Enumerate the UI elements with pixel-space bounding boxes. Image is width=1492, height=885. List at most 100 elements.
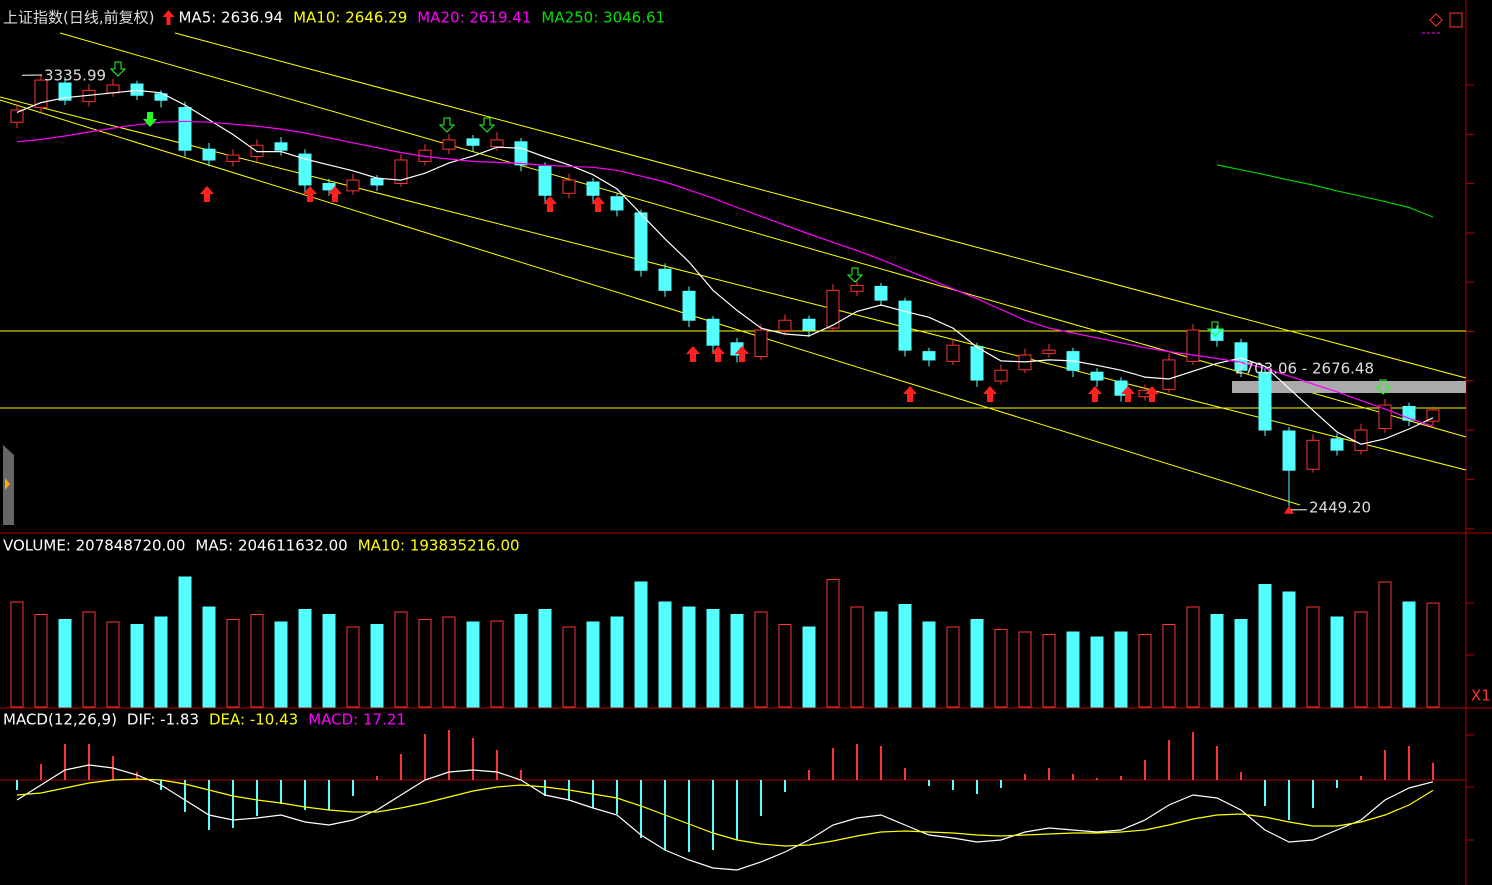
candle-body [442,139,456,150]
candle-body [34,79,48,109]
volume-bar [1114,631,1128,708]
buy-arrow [1121,386,1135,402]
sell-arrow [478,117,496,133]
buy-arrow [200,186,214,202]
annotation: 3335.99 [44,67,106,85]
candle-body [538,165,552,196]
candle-body [946,344,960,362]
buy-arrow [543,196,557,212]
header-label: DEA: -10.43 [209,711,298,729]
candle-body [586,181,600,196]
volume-bar [1258,584,1272,708]
volume-bar [922,621,936,708]
dea-line [16,778,1434,847]
annotation: 2449.20 [1309,498,1371,516]
header-label: MA250: 3046.61 [541,9,665,27]
ma-line [1216,164,1434,218]
candle-body [634,212,648,271]
candle-body [346,179,360,192]
candle-body [754,329,768,358]
candle-body [154,93,168,101]
dif-line [16,764,1434,871]
volume-bar [130,624,144,708]
sell-arrow [438,117,456,133]
volume-bar [1186,606,1200,708]
candle-body [922,351,936,361]
candle-body [1354,429,1368,452]
candle-body [490,139,504,148]
side-tab-arrow [5,478,10,490]
volume-bar [154,616,168,708]
candle-body [274,142,288,151]
candle-body [826,289,840,329]
volume-bar [370,624,384,708]
candle-body [778,319,792,332]
icon-window[interactable] [1449,12,1463,28]
header-label: MA20: 2619.41 [417,9,531,27]
candle-body [58,82,72,101]
candle-body [1186,329,1200,362]
sell-arrow [109,61,127,77]
volume-bar [346,626,360,708]
volume-bar [682,606,696,708]
sell-arrow [1206,321,1224,337]
candle-body [178,107,192,151]
candle-body [1306,439,1320,470]
volume-bar [1234,619,1248,708]
volume-bar [514,614,528,708]
sell-arrow [143,112,157,127]
volume-bar [58,619,72,708]
volume-bar [1402,601,1416,708]
candle-body [1042,349,1056,355]
candle-body [1282,430,1296,471]
buy-arrow [1088,386,1102,402]
candle-body [850,284,864,292]
volume-bar [778,624,792,708]
volume-bar [106,621,120,708]
volume-bar [730,614,744,708]
scale-label: X1 [1471,687,1491,705]
candle-body [682,290,696,321]
annotation: 2703.06 - 2676.48 [1235,360,1374,378]
candle-body [610,196,624,211]
candle-body [706,318,720,346]
candle-body [1378,404,1392,430]
volume-bar [874,611,888,708]
candle-body [874,285,888,301]
header-label: MACD: 17.21 [308,711,406,729]
volume-bar [418,619,432,708]
volume-bar [1210,614,1224,708]
volume-bar [274,621,288,708]
volume-bar [1066,631,1080,708]
volume-bar [850,606,864,708]
candle-body [370,178,384,186]
candle-body [1258,371,1272,431]
volume-bar [706,609,720,708]
buy-arrow [686,346,700,362]
candle-body [970,346,984,381]
candle-body [562,179,576,194]
buy-arrow [983,386,997,402]
volume-bar [1090,636,1104,708]
candle-body [802,318,816,331]
icon-diamond[interactable] [1429,13,1443,27]
volume-bar [1138,634,1152,708]
buy-arrow [328,186,342,202]
channel-line [0,99,1301,506]
buy-arrow [303,186,317,202]
volume-bar [562,626,576,708]
header-label: MA5: 2636.94 [178,9,283,27]
volume-bar [10,601,24,708]
volume-bar [1042,634,1056,708]
channel-line [174,32,1467,379]
volume-bar [1378,581,1392,708]
volume-bar [610,616,624,708]
volume-bar [658,601,672,708]
volume-bar [1330,616,1344,708]
buy-arrow [591,196,605,212]
volume-bar [634,581,648,708]
buy-arrow [735,346,749,362]
volume-bar [250,614,264,708]
candle-body [898,300,912,351]
